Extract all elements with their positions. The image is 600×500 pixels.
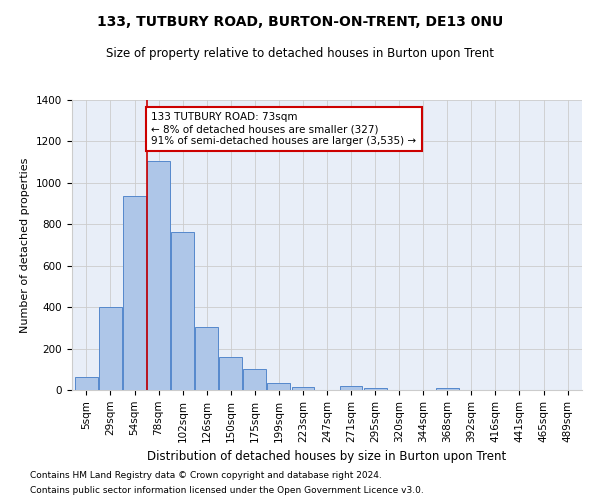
Bar bbox=[268, 383, 290, 390]
Text: Contains public sector information licensed under the Open Government Licence v3: Contains public sector information licen… bbox=[30, 486, 424, 495]
Y-axis label: Number of detached properties: Number of detached properties bbox=[20, 158, 31, 332]
Bar bbox=[292, 387, 314, 390]
Bar bbox=[364, 388, 386, 390]
Bar bbox=[99, 307, 122, 390]
Bar bbox=[195, 327, 218, 390]
Text: 133, TUTBURY ROAD, BURTON-ON-TRENT, DE13 0NU: 133, TUTBURY ROAD, BURTON-ON-TRENT, DE13… bbox=[97, 15, 503, 29]
Bar bbox=[340, 386, 362, 390]
Text: Size of property relative to detached houses in Burton upon Trent: Size of property relative to detached ho… bbox=[106, 48, 494, 60]
X-axis label: Distribution of detached houses by size in Burton upon Trent: Distribution of detached houses by size … bbox=[148, 450, 506, 463]
Bar bbox=[436, 388, 459, 390]
Bar bbox=[75, 376, 98, 390]
Bar bbox=[123, 196, 146, 390]
Bar bbox=[171, 232, 194, 390]
Text: 133 TUTBURY ROAD: 73sqm
← 8% of detached houses are smaller (327)
91% of semi-de: 133 TUTBURY ROAD: 73sqm ← 8% of detached… bbox=[151, 112, 416, 146]
Bar bbox=[220, 357, 242, 390]
Bar bbox=[147, 161, 170, 390]
Bar bbox=[244, 370, 266, 390]
Text: Contains HM Land Registry data © Crown copyright and database right 2024.: Contains HM Land Registry data © Crown c… bbox=[30, 471, 382, 480]
